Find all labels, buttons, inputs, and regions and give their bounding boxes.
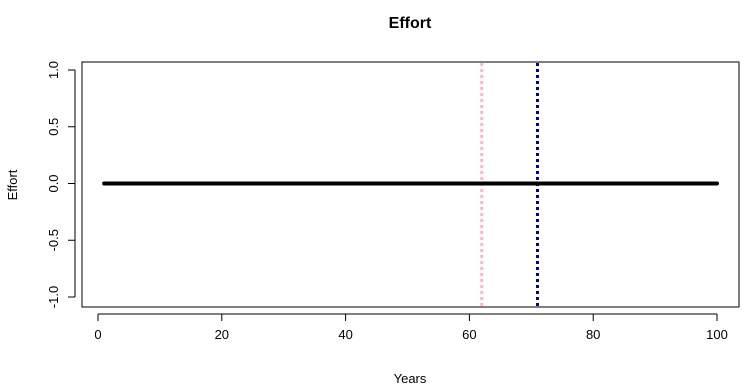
y-axis-label: Effort [5, 169, 20, 200]
x-tick-label: 20 [215, 327, 229, 342]
plot-box [81, 61, 740, 308]
x-tick-label: 40 [338, 327, 352, 342]
x-tick-label: 80 [586, 327, 600, 342]
y-tick-label: -1.0 [46, 286, 61, 308]
x-axis: 0 20 40 60 80 100 [94, 313, 728, 342]
x-axis-label: Years [394, 371, 427, 386]
x-tick-label: 60 [462, 327, 476, 342]
x-tick-label: 100 [706, 327, 728, 342]
y-tick-label: 1.0 [46, 61, 61, 79]
x-tick-label: 0 [94, 327, 101, 342]
y-tick-label: 0.0 [46, 174, 61, 192]
y-tick-label: -0.5 [46, 229, 61, 251]
y-axis: -1.0 -0.5 0.0 0.5 1.0 [46, 61, 76, 308]
y-tick-label: 0.5 [46, 118, 61, 136]
chart-title: Effort [389, 15, 432, 32]
